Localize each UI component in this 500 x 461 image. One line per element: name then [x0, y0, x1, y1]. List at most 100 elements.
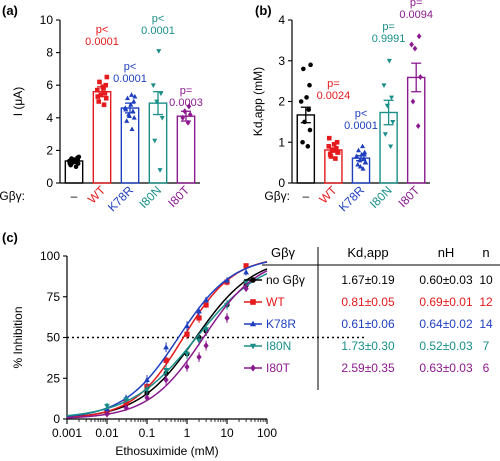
data-point: [410, 98, 416, 105]
data-point: [159, 115, 165, 121]
data-point: [335, 150, 341, 155]
table-cell-kd: 1.73±0.30: [341, 339, 395, 353]
y-axis-label: % Inhibition: [11, 306, 25, 368]
p-value-label: 0.0001: [85, 36, 119, 48]
data-point: [163, 376, 169, 384]
panel-c-label: (c): [2, 230, 18, 245]
legend-marker: [249, 343, 257, 350]
data-point: [357, 157, 363, 163]
data-point: [196, 308, 202, 314]
x-axis-prefix: Gβγ:: [0, 189, 25, 203]
y-axis-label: I (μA): [11, 87, 25, 117]
y-tick-label: 25: [47, 371, 61, 385]
bar: [176, 115, 196, 184]
p-value-label: p<: [124, 61, 137, 73]
data-point: [390, 120, 396, 125]
legend-label: I80T: [266, 361, 291, 375]
table-cell-kd: 1.67±0.19: [341, 273, 395, 287]
data-point: [144, 387, 150, 393]
y-tick-label: 75: [47, 290, 61, 304]
data-point: [101, 86, 106, 91]
x-tick-label: 0.1: [139, 426, 156, 440]
y-tick-label: 2: [278, 95, 285, 109]
legend-label: I80N: [266, 339, 291, 353]
data-point: [129, 126, 135, 132]
p-value-label: 0.0024: [317, 90, 351, 102]
data-point: [130, 108, 136, 114]
data-point: [304, 95, 309, 100]
panel-a-label: (a): [2, 3, 18, 18]
data-point: [224, 314, 230, 322]
table-header-nh: nH: [438, 245, 455, 260]
data-point: [67, 161, 73, 166]
legend-label: K78R: [266, 317, 296, 331]
data-point: [95, 94, 101, 99]
data-point: [182, 108, 188, 115]
data-point: [361, 151, 367, 157]
data-point: [416, 33, 422, 40]
fit-curve: [66, 261, 268, 418]
data-point: [163, 357, 169, 363]
x-tick-label: 1: [184, 426, 191, 440]
x-tick-label: I80T: [395, 183, 422, 210]
data-point: [123, 397, 129, 403]
table-cell-n: 10: [479, 273, 493, 287]
data-point: [103, 82, 109, 88]
data-point: [306, 107, 312, 112]
p-value-label: 0.0001: [113, 73, 147, 85]
data-point: [196, 315, 202, 321]
data-point: [360, 165, 366, 171]
data-point: [97, 79, 102, 85]
data-point: [298, 99, 304, 104]
x-tick-label: –: [71, 189, 78, 203]
y-tick-label: 8: [46, 46, 53, 60]
data-point: [326, 144, 332, 149]
data-point: [104, 403, 110, 410]
data-point: [305, 144, 311, 149]
p-value-label: p<: [152, 13, 165, 25]
data-point: [362, 149, 368, 155]
table-cell-kd: 0.61±0.06: [341, 317, 395, 331]
data-point: [144, 376, 150, 382]
data-point: [69, 157, 75, 163]
data-point: [131, 98, 137, 104]
data-point: [361, 155, 367, 161]
data-point: [184, 363, 190, 371]
data-point: [104, 410, 110, 418]
y-axis-label: Kd,app (mM): [251, 67, 265, 136]
p-value-label: p=: [382, 21, 395, 33]
table-header-n: n: [482, 245, 489, 260]
table-cell-kd: 2.59±0.35: [341, 361, 395, 375]
data-point: [203, 296, 209, 303]
data-point: [124, 95, 131, 101]
x-tick-label: I80T: [165, 183, 192, 210]
data-point: [158, 91, 164, 97]
data-point: [363, 159, 369, 165]
p-value-label: p<: [96, 24, 109, 36]
data-point: [132, 93, 138, 99]
x-tick-label: I80N: [136, 183, 164, 211]
y-tick-label: 6: [46, 78, 53, 92]
x-tick-label: K78R: [105, 183, 136, 214]
data-point: [129, 92, 135, 97]
data-point: [150, 83, 156, 88]
data-point: [415, 122, 421, 129]
data-point: [333, 156, 338, 161]
panel-c: 0 25 50 75 100 0.001 0.01 0.1 1 10 100 Ethosuximide…: [11, 249, 365, 458]
table-cell-nh: 0.69±0.01: [419, 295, 473, 309]
table-header-gbg: Gβγ: [271, 245, 296, 260]
fit-parameters-table: Gβγ Kd,app nH n no Gβγ 1.67±0.19 0.60±0.03 10 WT…: [244, 245, 500, 390]
data-point: [357, 163, 363, 169]
table-cell-n: 6: [483, 361, 490, 375]
p-value-label: 0.0001: [141, 25, 175, 37]
fit-curve: [66, 268, 268, 418]
x-tick-label: –: [302, 189, 309, 203]
data-point: [196, 338, 202, 344]
table-cell-kd: 0.81±0.05: [341, 295, 395, 309]
data-point: [409, 41, 414, 48]
data-point: [157, 168, 163, 173]
data-point: [243, 263, 249, 269]
data-point: [382, 132, 388, 137]
